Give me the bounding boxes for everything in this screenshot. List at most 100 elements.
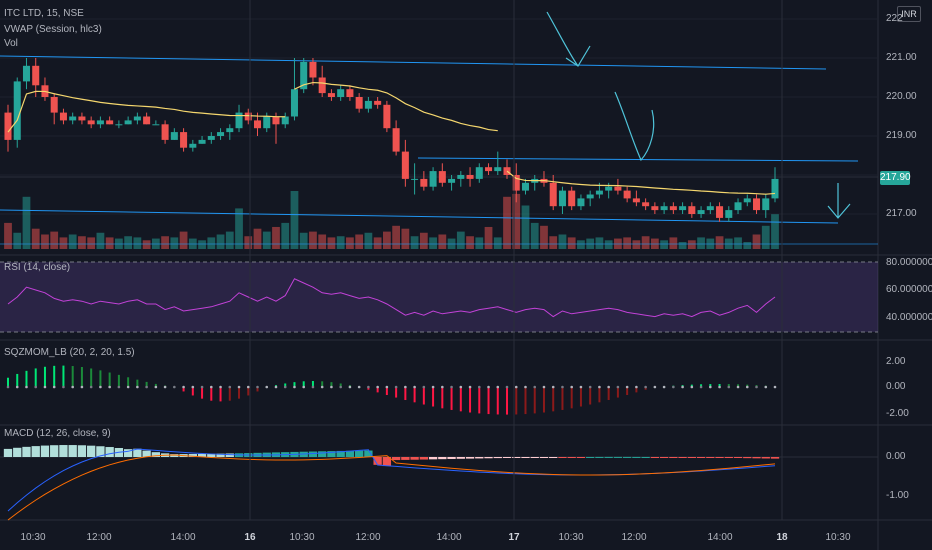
candle-body <box>133 116 141 121</box>
sqz-bar <box>542 387 545 413</box>
time-tick: 12:00 <box>355 532 381 543</box>
candle-body <box>651 206 659 211</box>
sqz-dot <box>89 385 93 389</box>
candle-body <box>207 136 215 140</box>
sqz-bar <box>321 381 324 387</box>
sqz-dot <box>283 385 287 389</box>
sqz-dot <box>477 385 481 389</box>
macd-histogram-bar <box>318 451 327 457</box>
macd-legend[interactable]: MACD (12, 26, close, 9) <box>4 428 111 439</box>
time-tick: 18 <box>776 532 788 543</box>
candle-body <box>595 190 603 195</box>
sqz-bar <box>284 383 287 387</box>
sqz-bar <box>376 387 379 393</box>
sqz-dot <box>607 385 610 389</box>
currency-badge[interactable]: INR <box>897 6 921 22</box>
volume-legend[interactable]: Vol <box>4 38 18 49</box>
candle-body <box>170 132 178 140</box>
sqz-dot <box>736 385 740 389</box>
candle-body <box>577 198 585 207</box>
sqz-dot <box>126 385 130 389</box>
macd-histogram-bar <box>484 457 493 459</box>
macd-histogram-bar <box>586 456 595 458</box>
sqz-bar <box>62 365 65 387</box>
sqz-dot <box>367 385 370 389</box>
sqz-dot <box>210 385 213 389</box>
sqz-bar <box>607 387 610 401</box>
sqz-dot <box>662 385 666 389</box>
macd-histogram-bar <box>77 445 87 457</box>
volume-bar <box>198 240 206 249</box>
time-tick: 16 <box>244 532 256 543</box>
candle-body <box>457 175 465 179</box>
sqz-dot <box>256 385 259 389</box>
sqz-dot <box>672 385 675 389</box>
candle-body <box>59 112 67 121</box>
volume-bar <box>466 236 474 249</box>
macd-histogram-bar <box>308 451 318 457</box>
candle-body <box>392 128 400 152</box>
rsi-legend[interactable]: RSI (14, close) <box>4 262 71 273</box>
macd-tick-minus1: -1.00 <box>886 490 909 501</box>
macd-histogram-bar <box>465 457 475 459</box>
candle-body <box>346 89 354 97</box>
sqz-dot <box>311 385 315 389</box>
volume-bar <box>216 234 225 249</box>
volume-bar <box>595 237 604 249</box>
sqz-bar <box>459 387 462 412</box>
sqz-bar <box>16 373 19 387</box>
candle-body <box>374 100 382 105</box>
sqzmom-legend[interactable]: SQZMOM_LB (20, 2, 20, 1.5) <box>4 347 135 358</box>
candle-body <box>753 198 761 211</box>
volume-bar <box>309 231 317 249</box>
candle-body <box>281 116 289 125</box>
volume-bar <box>558 234 567 249</box>
macd-histogram-bar <box>197 453 207 457</box>
macd-histogram-bar <box>382 457 392 467</box>
sqz-dot <box>357 385 361 389</box>
candle-body <box>355 97 363 109</box>
volume-bar <box>734 237 742 249</box>
macd-histogram-bar <box>188 454 197 457</box>
sqz-bar <box>422 387 425 405</box>
candle-body <box>512 175 520 191</box>
sqz-dot <box>62 385 65 389</box>
sqz-dot <box>496 385 500 389</box>
candle-body <box>290 89 298 117</box>
sqz-bar <box>293 382 296 387</box>
sqz-dot <box>274 385 278 389</box>
volume-bar <box>373 237 382 249</box>
macd-line <box>7 448 776 512</box>
volume-bar <box>336 236 345 249</box>
candle-body <box>420 178 428 187</box>
rsi-tick-40: 40.00000000 <box>886 312 932 323</box>
trend-line-upper <box>0 55 827 70</box>
volume-bar <box>567 237 576 249</box>
candle-body <box>475 167 483 179</box>
candle-body <box>725 210 733 218</box>
candle-body <box>549 182 557 207</box>
volume-bar <box>4 222 12 249</box>
macd-histogram-bar <box>613 456 623 458</box>
macd-histogram-bar <box>512 457 521 458</box>
macd-histogram-bar <box>142 450 151 457</box>
time-tick: 17 <box>508 532 520 543</box>
macd-histogram-bar <box>207 453 216 457</box>
sqz-bar <box>90 368 93 387</box>
sqz-dot <box>404 385 407 389</box>
sqz-dot <box>339 385 342 389</box>
macd-histogram-bar <box>354 450 364 457</box>
sqz-dot <box>755 385 758 389</box>
macd-histogram-bar <box>475 457 484 459</box>
vwap-legend[interactable]: VWAP (Session, hlc3) <box>4 24 102 35</box>
volume-bar <box>678 242 687 249</box>
sqz-dot <box>422 385 426 389</box>
macd-histogram-bar <box>650 457 660 458</box>
price-tick-220: 220.00 <box>886 91 917 102</box>
macd-histogram-bar <box>3 448 13 457</box>
sqz-dot <box>173 385 176 389</box>
sqz-bar <box>469 387 472 413</box>
sqz-dot <box>533 385 537 389</box>
drawn-arrow <box>827 183 851 219</box>
